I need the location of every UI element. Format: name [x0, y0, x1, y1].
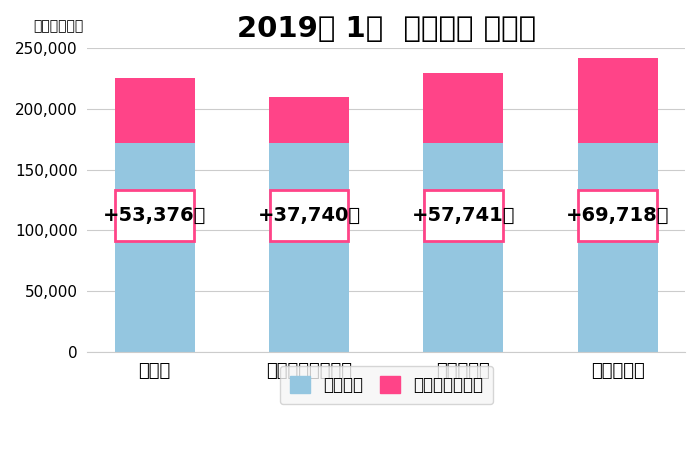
Title: 2019年 1月  神奈川県 正社員: 2019年 1月 神奈川県 正社員: [237, 15, 536, 43]
Bar: [578, 58, 658, 143]
Text: +37,740円: +37,740円: [258, 206, 361, 225]
Text: （単位：円）: （単位：円）: [34, 19, 84, 33]
FancyBboxPatch shape: [578, 190, 657, 241]
Legend: 最低賃金, 最低賃金との差: 最低賃金, 最低賃金との差: [279, 366, 493, 404]
Text: +53,376円: +53,376円: [103, 206, 206, 225]
FancyBboxPatch shape: [270, 190, 349, 241]
Bar: [269, 97, 349, 143]
Bar: [424, 143, 503, 352]
Bar: [115, 78, 195, 143]
FancyBboxPatch shape: [424, 190, 503, 241]
Text: +57,741円: +57,741円: [412, 206, 515, 225]
Bar: [578, 143, 658, 352]
Bar: [269, 143, 349, 352]
Bar: [424, 73, 503, 143]
Text: +69,718円: +69,718円: [566, 206, 669, 225]
FancyBboxPatch shape: [116, 190, 194, 241]
Bar: [115, 143, 195, 352]
